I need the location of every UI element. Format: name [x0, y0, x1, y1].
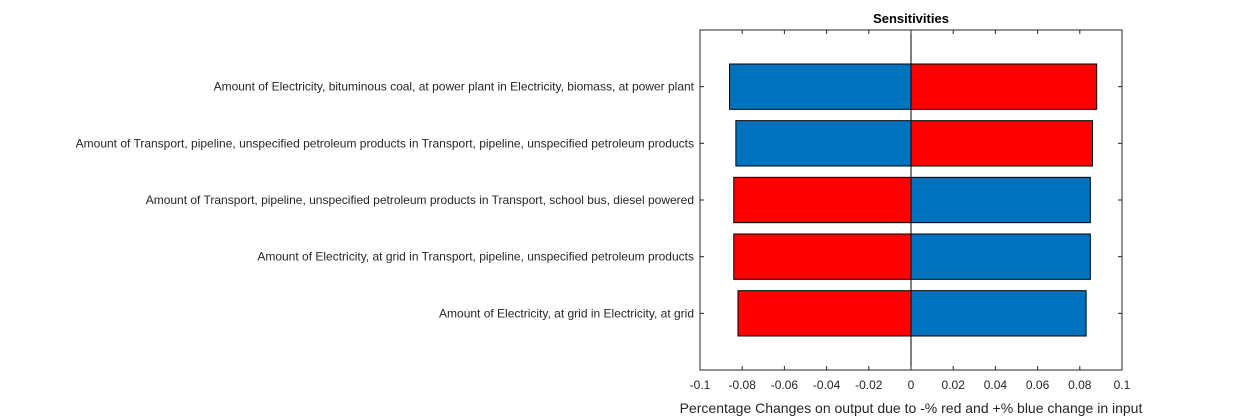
x-tick-label: -0.06: [771, 378, 799, 392]
bar-red-5: [737, 290, 912, 337]
x-tick-label: -0.02: [855, 378, 883, 392]
x-tick-label: 0.04: [984, 378, 1008, 392]
x-tick-label: -0.08: [729, 378, 757, 392]
bar-blue-3: [910, 176, 1091, 224]
bar-blue-4: [910, 233, 1091, 280]
x-tick-label: -0.04: [813, 378, 841, 392]
x-tick-label: 0.06: [1026, 378, 1050, 392]
category-label-2: Amount of Transport, pipeline, unspecifi…: [76, 136, 694, 150]
chart-title: Sensitivities: [873, 11, 949, 26]
category-label-1: Amount of Electricity, bituminous coal, …: [214, 80, 695, 94]
x-tick-label: -0.1: [690, 378, 711, 392]
bar-blue-5: [910, 290, 1087, 337]
category-label-4: Amount of Electricity, at grid in Transp…: [257, 250, 694, 264]
bar-blue-2: [735, 120, 912, 167]
category-labels-group: Amount of Electricity, bituminous coal, …: [76, 80, 695, 321]
x-tick-label: 0.02: [942, 378, 966, 392]
x-tick-label: 0: [908, 378, 915, 392]
bar-red-1: [910, 63, 1098, 110]
bars-group: [729, 63, 1098, 337]
bar-red-2: [910, 120, 1093, 167]
bar-red-3: [733, 176, 912, 224]
x-tick-label: 0.08: [1068, 378, 1092, 392]
category-label-3: Amount of Transport, pipeline, unspecifi…: [146, 193, 694, 207]
category-label-5: Amount of Electricity, at grid in Electr…: [439, 306, 694, 320]
x-tick-label: 0.1: [1114, 378, 1131, 392]
bar-red-4: [733, 233, 912, 280]
bar-blue-1: [729, 63, 912, 110]
ticks-group: -0.1 -0.08 -0.06 -0.04 -0.02 0 0.02 0.04 0.06 0.0…: [690, 30, 1131, 392]
x-axis-label: Percentage Changes on output due to -% r…: [680, 400, 1143, 416]
